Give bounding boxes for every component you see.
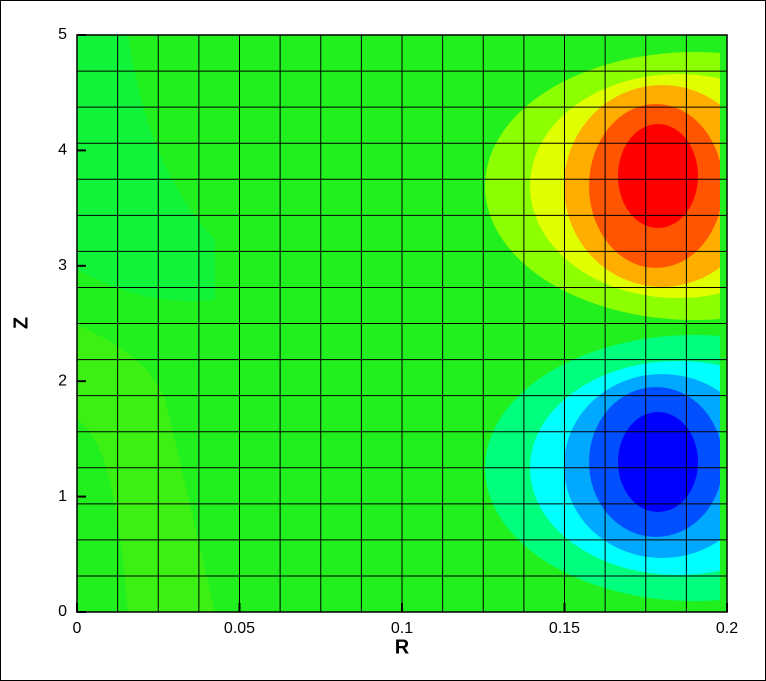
y-tick-label: 4 xyxy=(58,142,67,159)
level-region xyxy=(77,35,215,301)
y-tick-label: 1 xyxy=(58,488,67,505)
mesh xyxy=(77,35,727,612)
level-region xyxy=(618,412,698,512)
x-tick-label: 0.05 xyxy=(224,620,255,637)
x-axis-title: R xyxy=(395,636,410,658)
level-region xyxy=(618,124,698,228)
x-tick-label: 0.2 xyxy=(716,620,738,637)
x-tick-label: 0.15 xyxy=(549,620,580,637)
y-axis-title: Z xyxy=(10,317,32,329)
y-tick-label: 2 xyxy=(58,372,67,389)
x-tick-label: 0.1 xyxy=(391,620,413,637)
y-tick-label: 5 xyxy=(58,26,67,43)
y-tick-label: 3 xyxy=(58,257,67,274)
x-tick-label: 0 xyxy=(73,620,82,637)
y-tick-label: 0 xyxy=(58,603,67,620)
